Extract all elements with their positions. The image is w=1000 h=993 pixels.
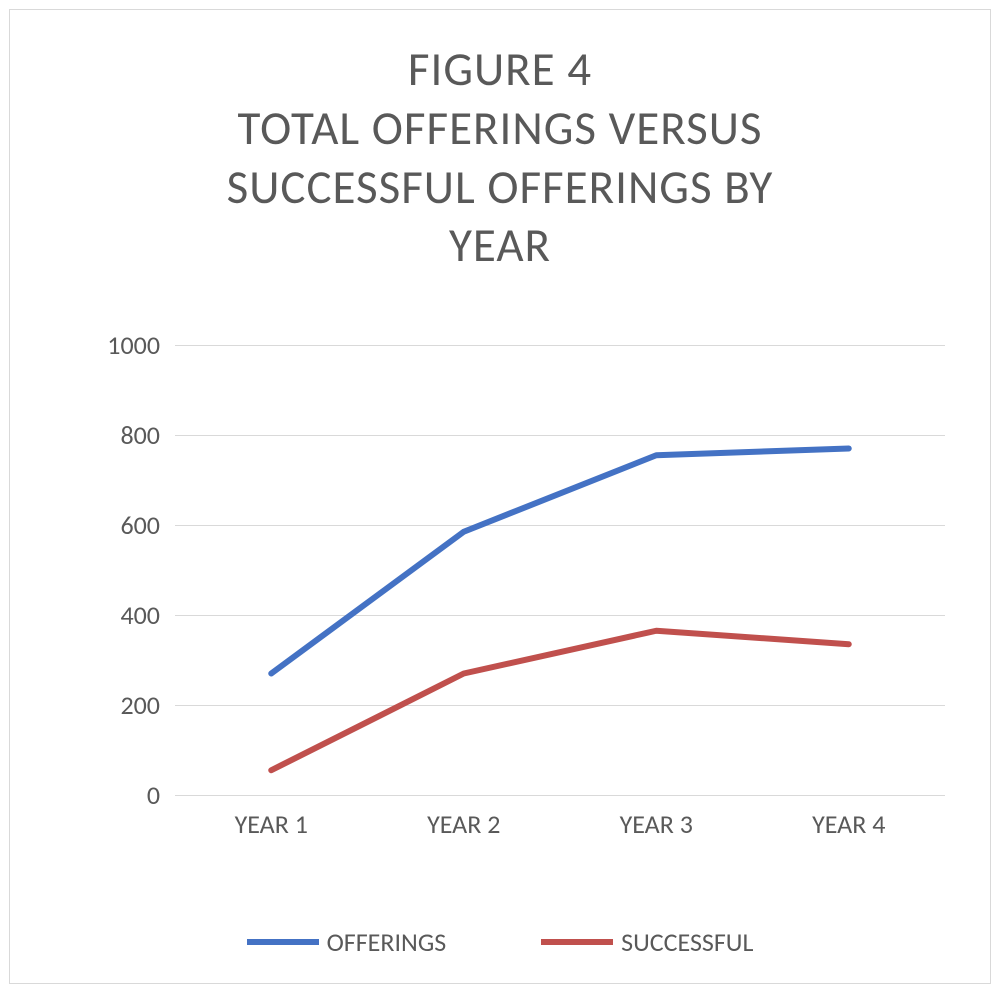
x-tick-label: YEAR 4	[812, 808, 885, 840]
chart-container: FIGURE 4 TOTAL OFFERINGS VERSUS SUCCESSF…	[9, 9, 991, 984]
x-tick-label: YEAR 1	[235, 808, 308, 840]
series-line-successful	[271, 631, 849, 771]
gridline	[175, 795, 945, 796]
y-tick-label: 400	[60, 599, 160, 631]
line-series-svg	[175, 345, 945, 795]
legend-swatch	[541, 939, 613, 945]
legend-item-successful: SUCCESSFUL	[541, 926, 753, 958]
title-line-4: YEAR	[10, 216, 990, 275]
x-tick-label: YEAR 3	[620, 808, 693, 840]
legend-swatch	[247, 939, 319, 945]
x-tick-label: YEAR 2	[427, 808, 500, 840]
title-line-3: SUCCESSFUL OFFERINGS BY	[10, 158, 990, 217]
legend: OFFERINGS SUCCESSFUL	[10, 926, 990, 958]
legend-item-offerings: OFFERINGS	[247, 926, 447, 958]
y-tick-label: 1000	[60, 329, 160, 361]
y-tick-label: 200	[60, 689, 160, 721]
chart-title: FIGURE 4 TOTAL OFFERINGS VERSUS SUCCESSF…	[10, 10, 990, 275]
y-axis: 02004006008001000	[60, 345, 160, 795]
title-line-1: FIGURE 4	[10, 40, 990, 99]
y-tick-label: 800	[60, 419, 160, 451]
legend-label: SUCCESSFUL	[621, 926, 753, 958]
y-tick-label: 0	[60, 779, 160, 811]
plot-region	[175, 345, 945, 795]
title-line-2: TOTAL OFFERINGS VERSUS	[10, 99, 990, 158]
y-tick-label: 600	[60, 509, 160, 541]
plot-area: 02004006008001000 YEAR 1YEAR 2YEAR 3YEAR…	[60, 345, 950, 855]
legend-label: OFFERINGS	[327, 926, 447, 958]
x-axis: YEAR 1 YEAR 2 YEAR 3 YEAR 4	[175, 800, 945, 850]
